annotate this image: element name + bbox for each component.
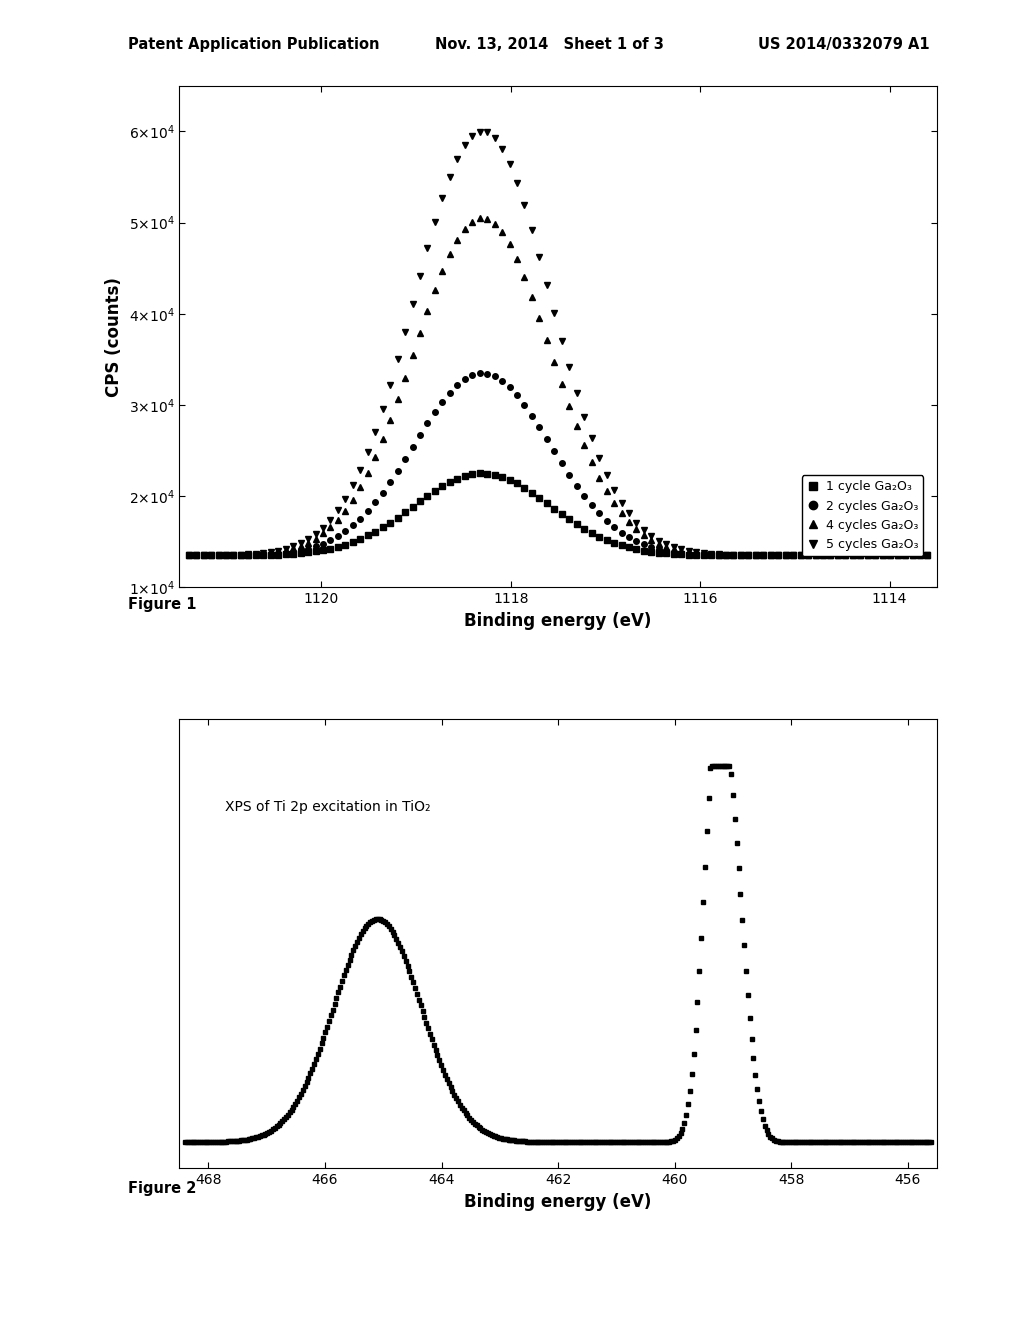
- X-axis label: Binding energy (eV): Binding energy (eV): [465, 1192, 651, 1210]
- Text: Nov. 13, 2014   Sheet 1 of 3: Nov. 13, 2014 Sheet 1 of 3: [435, 37, 665, 51]
- Legend: 1 cycle Ga₂O₃, 2 cycles Ga₂O₃, 4 cycles Ga₂O₃, 5 cycles Ga₂O₃: 1 cycle Ga₂O₃, 2 cycles Ga₂O₃, 4 cycles …: [802, 475, 923, 556]
- Text: US 2014/0332079 A1: US 2014/0332079 A1: [758, 37, 930, 51]
- Text: Figure 2: Figure 2: [128, 1181, 197, 1196]
- Text: XPS of Ti 2p excitation in TiO₂: XPS of Ti 2p excitation in TiO₂: [224, 800, 430, 814]
- Text: Patent Application Publication: Patent Application Publication: [128, 37, 380, 51]
- Text: Figure 1: Figure 1: [128, 597, 197, 611]
- X-axis label: Binding energy (eV): Binding energy (eV): [465, 611, 651, 630]
- Y-axis label: CPS (counts): CPS (counts): [105, 277, 123, 396]
